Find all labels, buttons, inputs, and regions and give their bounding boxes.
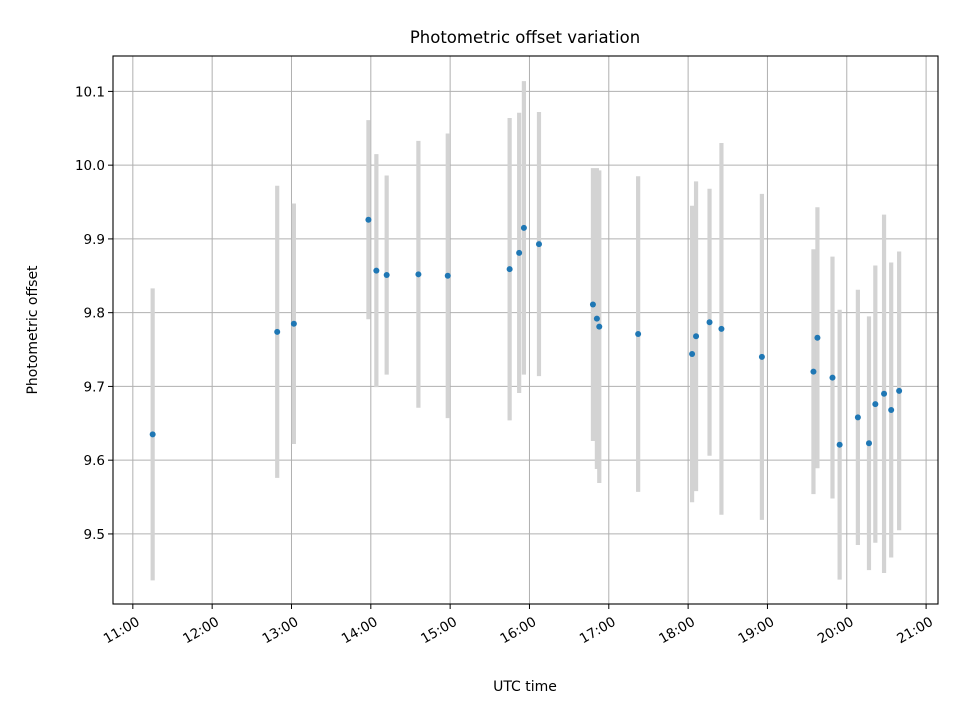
data-point [718, 325, 725, 332]
data-point [758, 353, 765, 360]
data-point [865, 440, 872, 447]
data-point [535, 241, 542, 248]
data-point [274, 328, 281, 335]
data-point [836, 441, 843, 448]
y-tick-label: 10.0 [75, 158, 105, 174]
data-point [593, 315, 600, 322]
data-point [872, 401, 879, 408]
data-point [635, 331, 642, 338]
data-point [520, 224, 527, 231]
y-tick-label: 9.7 [84, 379, 105, 395]
chart-title: Photometric offset variation [410, 28, 640, 47]
data-point [693, 333, 700, 340]
data-point [365, 216, 372, 223]
data-point [506, 266, 513, 273]
data-point [706, 319, 713, 326]
data-point [810, 368, 817, 375]
data-point [596, 323, 603, 330]
y-axis-label: Photometric offset [25, 265, 41, 395]
data-point [149, 431, 156, 438]
grid [113, 56, 938, 604]
data-point [290, 320, 297, 327]
x-axis-label: UTC time [493, 679, 557, 695]
data-point [854, 414, 861, 421]
y-tick-label: 9.5 [84, 527, 105, 543]
plot-frame [112, 55, 939, 605]
data-point [383, 272, 390, 279]
data-point [373, 267, 380, 274]
y-tick-label: 10.1 [75, 84, 105, 100]
data-point [881, 390, 888, 397]
data-point [516, 249, 523, 256]
y-tick-label: 9.9 [84, 232, 105, 248]
y-tick-label: 9.8 [84, 306, 105, 322]
data-points [149, 216, 903, 448]
data-point [814, 334, 821, 341]
data-point [415, 271, 422, 278]
data-point [589, 301, 596, 308]
data-point [444, 272, 451, 279]
data-point [896, 387, 903, 394]
data-point [689, 350, 696, 357]
data-point [829, 374, 836, 381]
data-point [888, 407, 895, 414]
y-tick-label: 9.6 [84, 453, 105, 469]
